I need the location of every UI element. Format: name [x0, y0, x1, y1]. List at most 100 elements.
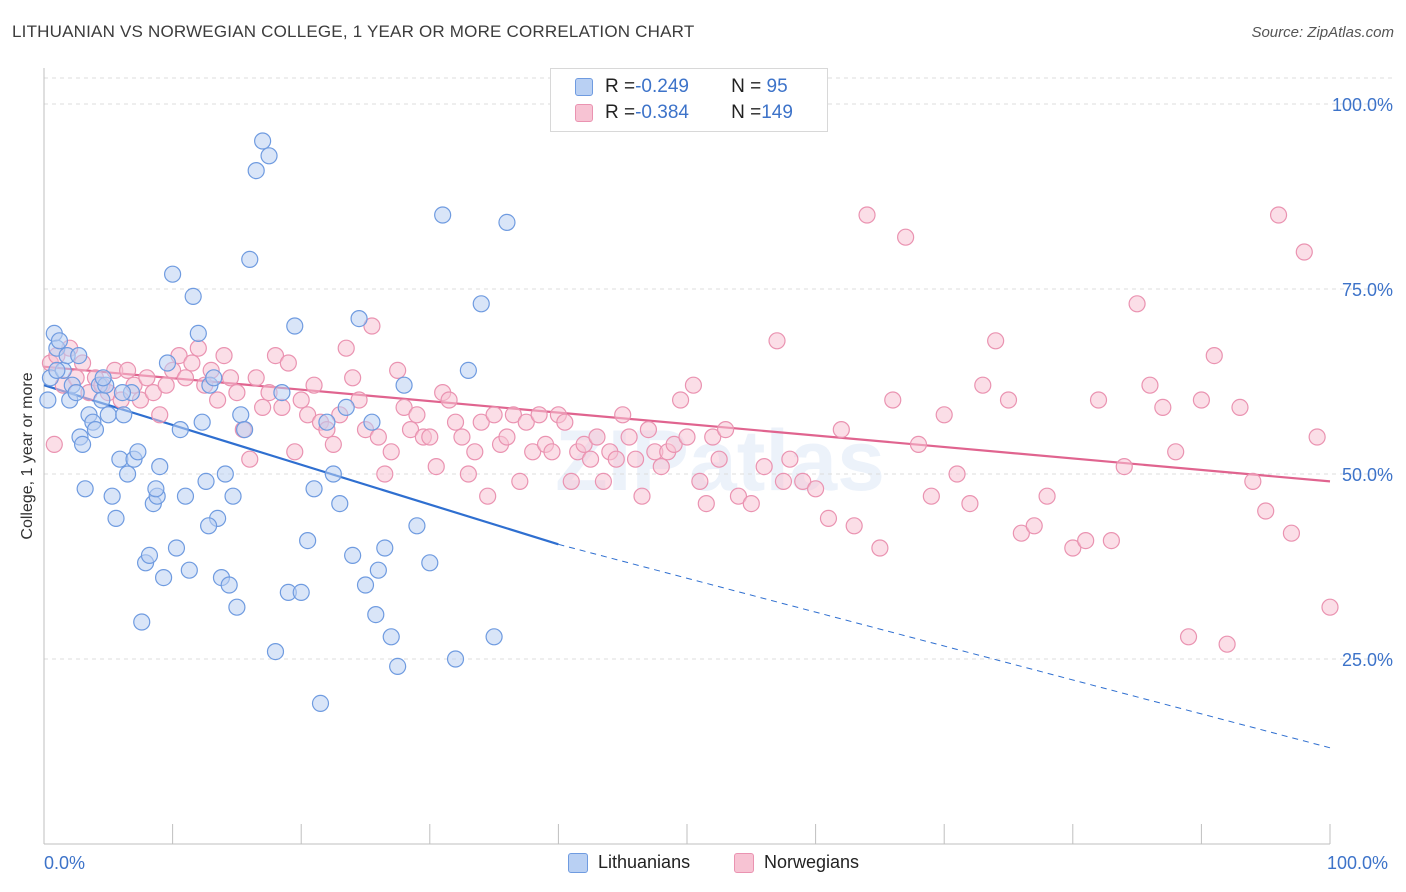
point-norwegians	[742, 495, 760, 513]
point-norwegians	[324, 435, 342, 453]
point-norwegians	[1308, 428, 1326, 446]
point-norwegians	[620, 428, 638, 446]
point-lithuanians	[286, 317, 304, 335]
stats-legend: R = -0.249 N = 95 R = -0.384 N = 149	[550, 68, 828, 132]
point-lithuanians	[498, 213, 516, 231]
legend-swatch-pink	[575, 104, 593, 122]
point-lithuanians	[113, 384, 132, 402]
point-lithuanians	[485, 628, 503, 646]
point-lithuanians	[197, 472, 215, 490]
point-norwegians	[511, 472, 529, 490]
y-tick-label: 100.0%	[1332, 95, 1393, 115]
point-norwegians	[922, 487, 940, 505]
point-norwegians	[1038, 487, 1056, 505]
data-points	[39, 132, 1339, 713]
point-lithuanians	[216, 465, 234, 483]
point-lithuanians	[305, 480, 323, 498]
tick-labels: 25.0% 50.0% 75.0% 100.0%	[1332, 95, 1393, 670]
point-norwegians	[1257, 502, 1275, 520]
point-norwegians	[466, 443, 484, 461]
point-lithuanians	[133, 613, 151, 631]
point-lithuanians	[363, 413, 381, 431]
n-label: N =	[731, 76, 762, 97]
point-lithuanians	[76, 480, 94, 498]
y-tick-label: 50.0%	[1342, 465, 1393, 485]
point-norwegians	[421, 428, 439, 446]
point-norwegians	[697, 495, 715, 513]
point-lithuanians	[193, 413, 211, 431]
point-lithuanians	[205, 369, 223, 387]
point-norwegians	[286, 443, 304, 461]
point-norwegians	[221, 369, 240, 387]
point-norwegians	[292, 391, 310, 409]
point-lithuanians	[260, 147, 278, 165]
point-lithuanians	[171, 421, 189, 439]
point-lithuanians	[337, 398, 355, 416]
point-norwegians	[678, 428, 696, 446]
point-norwegians	[909, 435, 928, 453]
point-lithuanians	[180, 561, 198, 579]
legend-row-norwegians: R = -0.384 N = 149	[575, 101, 793, 125]
point-norwegians	[1244, 472, 1262, 490]
point-norwegians	[241, 450, 259, 468]
y-axis-label: College, 1 year or more	[19, 372, 36, 540]
point-norwegians	[999, 391, 1018, 409]
point-lithuanians	[103, 487, 121, 505]
point-lithuanians	[350, 310, 368, 328]
point-lithuanians	[232, 406, 250, 424]
point-lithuanians	[48, 361, 66, 379]
point-lithuanians	[129, 443, 147, 461]
point-lithuanians	[324, 465, 342, 483]
point-norwegians	[504, 406, 522, 424]
point-norwegians	[228, 384, 246, 402]
legend-swatch-blue	[568, 852, 588, 873]
point-norwegians	[1179, 628, 1198, 646]
point-norwegians	[588, 428, 606, 446]
point-norwegians	[530, 406, 548, 424]
point-norwegians	[479, 487, 497, 505]
point-norwegians	[305, 376, 323, 394]
n-label: N =	[731, 102, 762, 123]
legend-label: Norwegians	[764, 852, 860, 872]
point-norwegians	[691, 472, 709, 490]
point-norwegians	[118, 361, 137, 379]
y-tick-label: 75.0%	[1342, 280, 1393, 300]
point-lithuanians	[331, 495, 349, 513]
point-norwegians	[363, 317, 381, 335]
point-lithuanians	[299, 531, 317, 550]
point-norwegians	[755, 458, 773, 476]
r-value: -0.384	[635, 102, 689, 123]
point-norwegians	[401, 421, 420, 439]
point-norwegians	[517, 413, 535, 431]
source-credit: Source: ZipAtlas.com	[1251, 24, 1394, 41]
point-lithuanians	[151, 458, 169, 476]
point-lithuanians	[164, 265, 182, 283]
point-lithuanians	[94, 369, 112, 387]
point-lithuanians	[421, 554, 439, 572]
point-norwegians	[1128, 295, 1146, 313]
point-lithuanians	[93, 391, 111, 409]
point-norwegians	[299, 406, 317, 424]
point-norwegians	[498, 428, 516, 446]
point-lithuanians	[434, 206, 452, 224]
point-norwegians	[716, 421, 735, 439]
point-lithuanians	[86, 421, 105, 439]
point-norwegians	[1295, 243, 1313, 261]
point-norwegians	[858, 206, 876, 224]
point-norwegians	[974, 376, 992, 394]
point-lithuanians	[241, 250, 259, 268]
point-norwegians	[562, 472, 580, 490]
point-norwegians	[1282, 524, 1301, 542]
point-norwegians	[884, 391, 902, 409]
point-lithuanians	[224, 487, 242, 505]
r-label: R =	[605, 102, 636, 123]
point-norwegians	[247, 369, 265, 387]
n-value: 149	[761, 102, 793, 123]
point-norwegians	[472, 413, 490, 431]
point-norwegians	[389, 361, 407, 379]
point-norwegians	[189, 339, 207, 357]
point-norwegians	[832, 421, 850, 439]
point-norwegians	[1077, 531, 1095, 550]
point-lithuanians	[369, 561, 387, 579]
point-lithuanians	[115, 406, 133, 424]
